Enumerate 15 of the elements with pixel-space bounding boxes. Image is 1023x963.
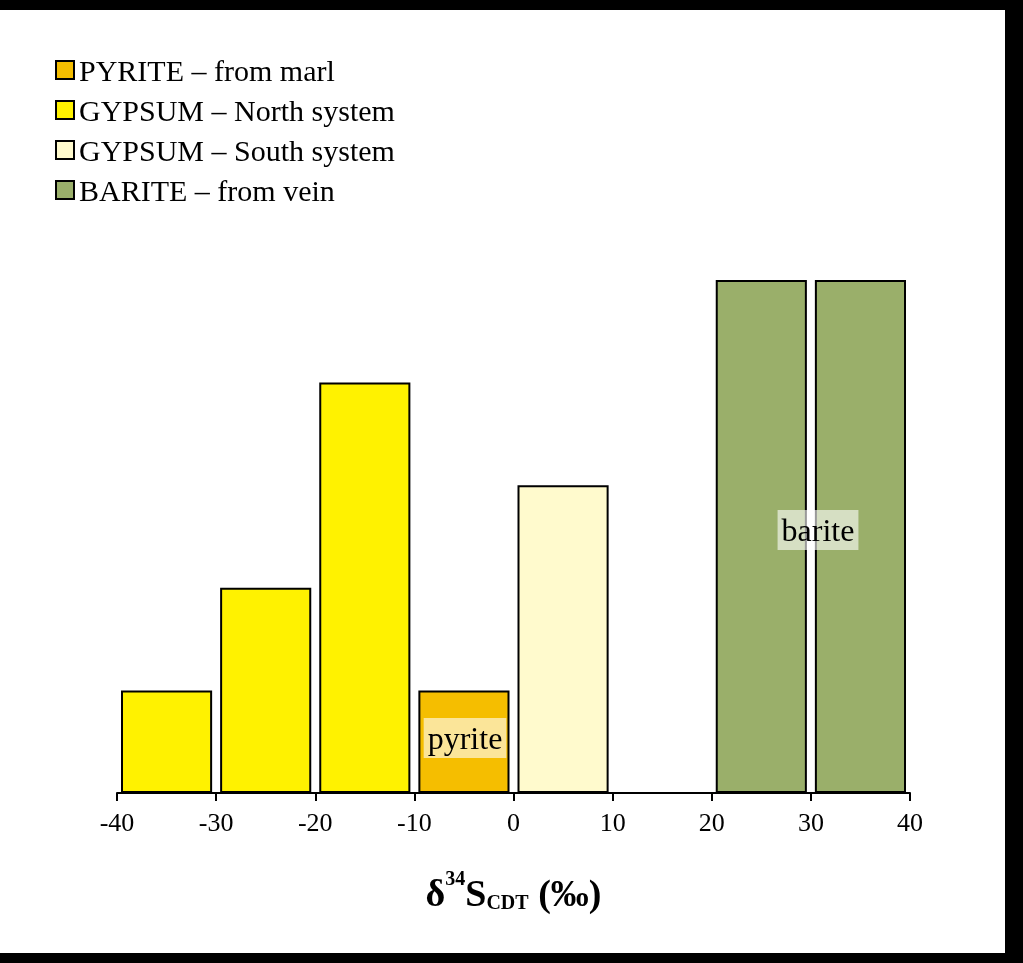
x-tick-label: -20 <box>297 807 333 837</box>
x-tick-label: 30 <box>797 807 824 837</box>
x-tick-label: 20 <box>698 807 725 837</box>
x-tick-label: 10 <box>599 807 626 837</box>
x-tick-label: -10 <box>397 807 432 837</box>
legend-label: GYPSUM – South system <box>79 133 395 167</box>
x-tick-label: 40 <box>897 807 923 837</box>
legend-label: GYPSUM – North system <box>79 93 395 127</box>
annotation: pyrite <box>427 720 503 756</box>
legend-label: BARITE – from vein <box>79 173 335 207</box>
annotation: barite <box>781 512 855 548</box>
x-tick-label: 0 <box>507 807 520 837</box>
x-tick-label: -30 <box>198 807 234 837</box>
x-tick-label: -40 <box>99 807 135 837</box>
legend-label: PYRITE – from marl <box>79 53 335 87</box>
